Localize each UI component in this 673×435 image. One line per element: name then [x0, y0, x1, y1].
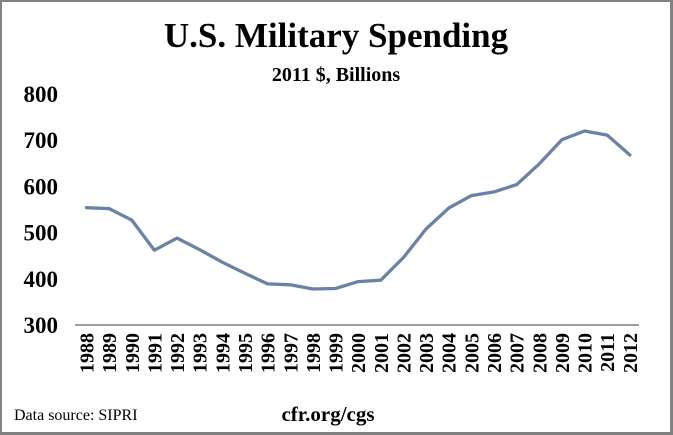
spending-line	[84, 129, 632, 291]
x-axis-tick-label: 1998	[303, 333, 325, 373]
x-axis-tick-label: 1997	[280, 333, 302, 373]
chart-subtitle: 2011 $, Billions	[271, 64, 401, 86]
x-axis-tick-label: 1991	[144, 333, 166, 373]
x-axis-tick-label: 2001	[371, 333, 393, 373]
x-axis-tick-label: 1999	[326, 333, 348, 373]
x-axis-tick-label: 1992	[167, 333, 189, 373]
x-axis-tick-label: 2010	[575, 333, 597, 373]
x-axis-tick-label: 2008	[529, 333, 551, 373]
chart-title: U.S. Military Spending	[163, 16, 509, 55]
data-source-note: Data source: SIPRI	[14, 407, 138, 424]
x-axis-tick-label: 2006	[484, 333, 506, 373]
y-axis-tick-label: 700	[24, 128, 59, 153]
x-axis-tick-label: 1994	[212, 333, 234, 373]
x-axis-tick-label: 1995	[235, 333, 257, 373]
y-axis-tick-label: 300	[24, 313, 59, 338]
x-axis-tick-label: 1988	[77, 333, 99, 373]
x-axis-tick-label: 2004	[439, 333, 461, 373]
x-axis-tick-label: 2012	[620, 333, 642, 373]
x-axis-tick-label: 2005	[461, 333, 483, 373]
x-axis-tick-label: 2011	[597, 333, 619, 372]
x-axis-tick-label: 2007	[507, 333, 529, 373]
y-axis-tick-label: 500	[24, 221, 59, 246]
x-axis-tick-label: 2003	[416, 333, 438, 373]
y-axis-tick-label: 800	[24, 82, 59, 107]
y-axis-tick-label: 600	[24, 174, 59, 199]
x-axis-tick-label: 1993	[190, 333, 212, 373]
x-axis-tick-label: 2009	[552, 333, 574, 373]
x-axis-tick-label: 2000	[348, 333, 370, 373]
x-axis-tick-label: 2002	[393, 333, 415, 373]
site-credit: cfr.org/cgs	[281, 402, 375, 426]
x-axis-tick-label: 1996	[258, 333, 280, 373]
x-axis-tick-label: 1989	[99, 333, 121, 373]
y-axis-tick-label: 400	[24, 267, 59, 292]
x-axis-tick-label: 1990	[122, 333, 144, 373]
